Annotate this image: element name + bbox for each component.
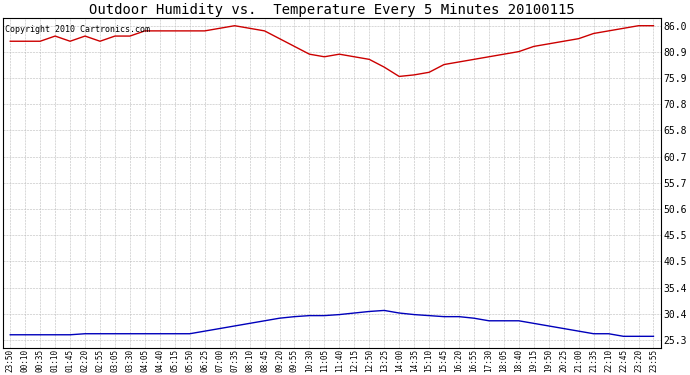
Title: Outdoor Humidity vs.  Temperature Every 5 Minutes 20100115: Outdoor Humidity vs. Temperature Every 5…: [89, 3, 575, 17]
Text: Copyright 2010 Cartronics.com: Copyright 2010 Cartronics.com: [5, 24, 150, 33]
